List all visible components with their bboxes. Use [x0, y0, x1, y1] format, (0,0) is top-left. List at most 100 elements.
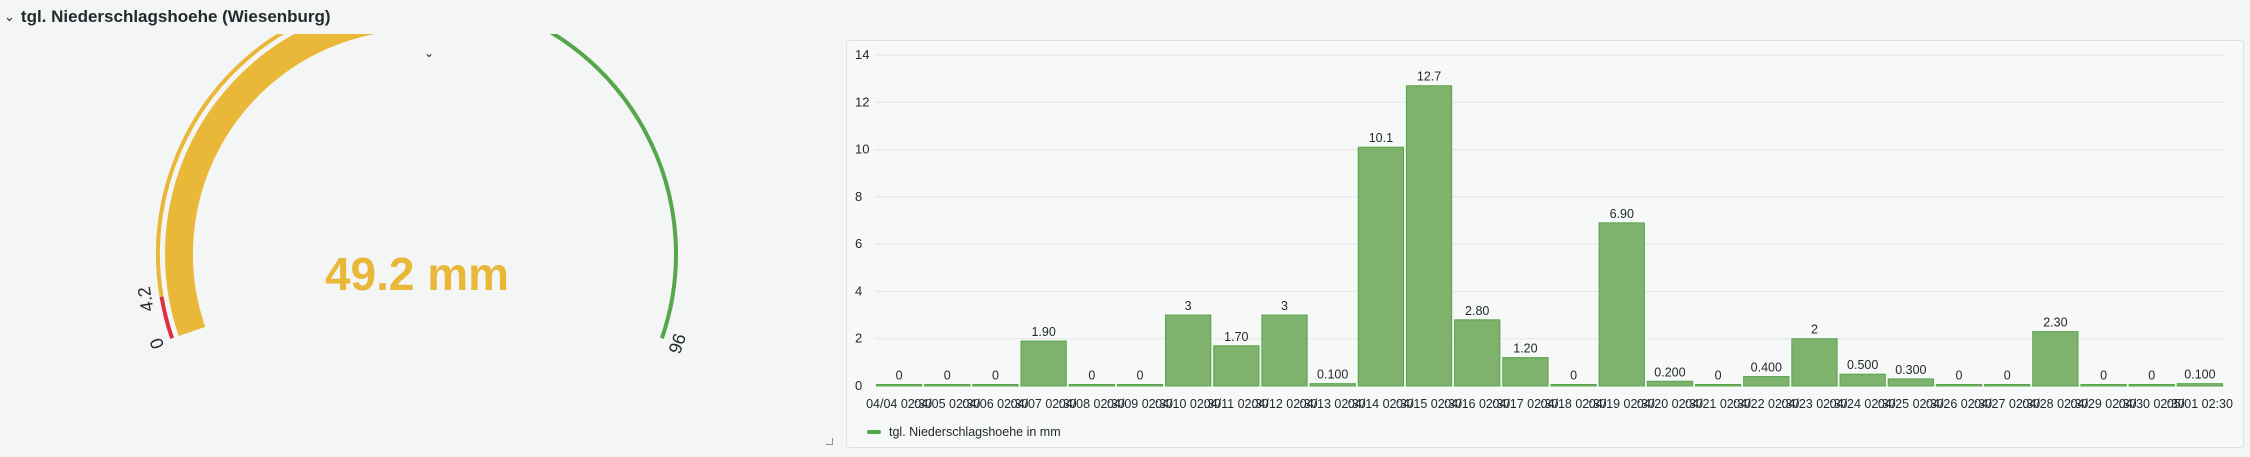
bar[interactable] [2176, 383, 2224, 387]
y-tick-label: 12 [855, 94, 869, 109]
bar-value-label: 0 [1715, 369, 1722, 383]
bar[interactable] [1791, 338, 1838, 387]
gauge-threshold-segment-2 [549, 34, 678, 339]
gauge-threshold-arc [156, 34, 678, 339]
bar[interactable] [1020, 340, 1067, 387]
bar[interactable] [1454, 319, 1501, 387]
y-tick-label: 8 [855, 189, 862, 204]
bar[interactable] [1309, 383, 1356, 387]
x-tick-label: 04/09 02:30 [1107, 397, 1173, 411]
x-tick-label: 04/28 02:30 [2022, 397, 2088, 411]
bar[interactable] [1357, 146, 1405, 387]
x-tick-label: 05/01 02:30 [2167, 397, 2233, 411]
bar[interactable] [1261, 314, 1308, 387]
bar[interactable] [1165, 314, 1212, 387]
x-tick-label: 04/24 02:30 [1830, 397, 1896, 411]
bar[interactable] [1984, 384, 2031, 387]
bar[interactable] [2080, 384, 2127, 387]
x-tick-label: 04/19 02:30 [1589, 397, 1655, 411]
collapse-chevron-icon[interactable]: ⌄ [4, 9, 15, 24]
y-tick-label: 4 [855, 283, 862, 298]
bar[interactable] [1213, 345, 1260, 387]
x-tick-label: 04/06 02:30 [962, 397, 1028, 411]
bar-value-label: 3 [1281, 299, 1288, 313]
chart-bars [875, 85, 2224, 387]
bar-value-label: 0 [944, 369, 951, 383]
gauge-threshold-segment-1 [156, 34, 285, 297]
x-tick-label: 04/05 02:30 [914, 397, 980, 411]
bar[interactable] [2128, 384, 2175, 387]
bar[interactable] [1116, 384, 1164, 387]
panel-menu-chevron-icon[interactable]: ⌄ [424, 46, 435, 60]
chart-legend[interactable]: tgl. Niederschlagshoehe in mm [867, 425, 1061, 439]
bar[interactable] [1694, 384, 1742, 387]
x-tick-label: 04/20 02:30 [1637, 397, 1703, 411]
x-tick-label: 04/25 02:30 [1878, 397, 1944, 411]
panel-header[interactable]: ⌄ tgl. Niederschlagshoehe (Wiesenburg) [0, 0, 1004, 34]
bar-value-label: 0 [1137, 369, 1144, 383]
bar-value-label: 0 [2004, 369, 2011, 383]
x-tick-label: 04/13 02:30 [1300, 397, 1366, 411]
bar[interactable] [972, 384, 1019, 387]
bar[interactable] [2032, 331, 2079, 387]
bar-value-label: 1.20 [1513, 342, 1537, 356]
bar-value-label: 0.400 [1751, 361, 1782, 375]
y-tick-label: 10 [855, 142, 869, 157]
bar-value-label: 0 [2100, 369, 2107, 383]
x-tick-label: 04/16 02:30 [1444, 397, 1510, 411]
gauge-value-band [165, 34, 376, 337]
gauge-tick-red-threshold: 4.2 [134, 285, 158, 313]
gauge-tick-labels: 0 4.2 54 96 [134, 285, 690, 356]
bar-value-label: 0.200 [1654, 365, 1685, 379]
y-tick-label: 6 [855, 236, 862, 251]
bar[interactable] [1550, 384, 1597, 387]
bar[interactable] [1502, 357, 1549, 387]
bar-value-labels: 0 0 0 1.90 0 0 3 1.70 3 0.100 10.1 12.7 2.80 1.20 0 6.9… [896, 70, 2216, 383]
gauge-tick-min: 0 [146, 336, 168, 352]
x-tick-label: 04/15 02:30 [1396, 397, 1462, 411]
bar-value-label: 3 [1185, 299, 1192, 313]
bar-chart-panel: 0 2 4 6 8 10 12 14 0 0 0 1.90 0 0 3 1.70 3 0.100 10.1 12.7… [846, 40, 2244, 448]
bar[interactable] [1598, 222, 1645, 387]
bar[interactable] [1743, 376, 1790, 387]
x-tick-label: 04/22 02:30 [1733, 397, 1799, 411]
y-tick-label: 2 [855, 331, 862, 346]
bar-value-label: 0.100 [1317, 368, 1348, 382]
bar[interactable] [1839, 373, 1886, 387]
bar[interactable] [1887, 378, 1934, 387]
x-tick-label: 04/21 02:30 [1685, 397, 1751, 411]
y-tick-label: 0 [855, 378, 862, 393]
bar[interactable] [875, 384, 923, 387]
bar-value-label: 1.70 [1224, 330, 1248, 344]
bar-value-label: 0.500 [1847, 358, 1878, 372]
bar[interactable] [1646, 380, 1694, 387]
bar-value-label: 1.90 [1031, 325, 1055, 339]
bar-value-label: 0.300 [1895, 363, 1926, 377]
bar-value-label: 0 [992, 369, 999, 383]
bar[interactable] [1405, 85, 1453, 387]
x-tick-label: 04/10 02:30 [1155, 397, 1221, 411]
chart-grid [875, 54, 2224, 387]
bar-value-label: 0 [896, 369, 903, 383]
gauge-value-arc [165, 34, 376, 337]
bar[interactable] [924, 384, 971, 387]
bar-value-label: 12.7 [1417, 70, 1441, 84]
x-tick-label: 04/14 02:30 [1348, 397, 1414, 411]
bar-value-label: 0 [1570, 369, 1577, 383]
bar-value-label: 0 [1088, 369, 1095, 383]
bar-value-label: 0.100 [2184, 368, 2215, 382]
x-tick-label: 04/04 02:30 [866, 397, 932, 411]
legend-label[interactable]: tgl. Niederschlagshoehe in mm [889, 425, 1061, 439]
resize-handle[interactable] [826, 438, 833, 445]
y-axis-ticks: 0 2 4 6 8 10 12 14 [855, 47, 869, 393]
bar[interactable] [1068, 384, 1115, 387]
bar[interactable] [1935, 384, 1983, 387]
x-tick-label: 04/29 02:30 [2071, 397, 2137, 411]
x-tick-label: 04/11 02:30 [1204, 397, 1269, 411]
x-tick-label: 04/08 02:30 [1059, 397, 1125, 411]
x-tick-label: 04/07 02:30 [1011, 397, 1077, 411]
bar-value-label: 0 [1956, 369, 1963, 383]
x-tick-label: 04/17 02:30 [1492, 397, 1558, 411]
bar-value-label: 10.1 [1369, 131, 1393, 145]
legend-swatch [867, 430, 881, 434]
